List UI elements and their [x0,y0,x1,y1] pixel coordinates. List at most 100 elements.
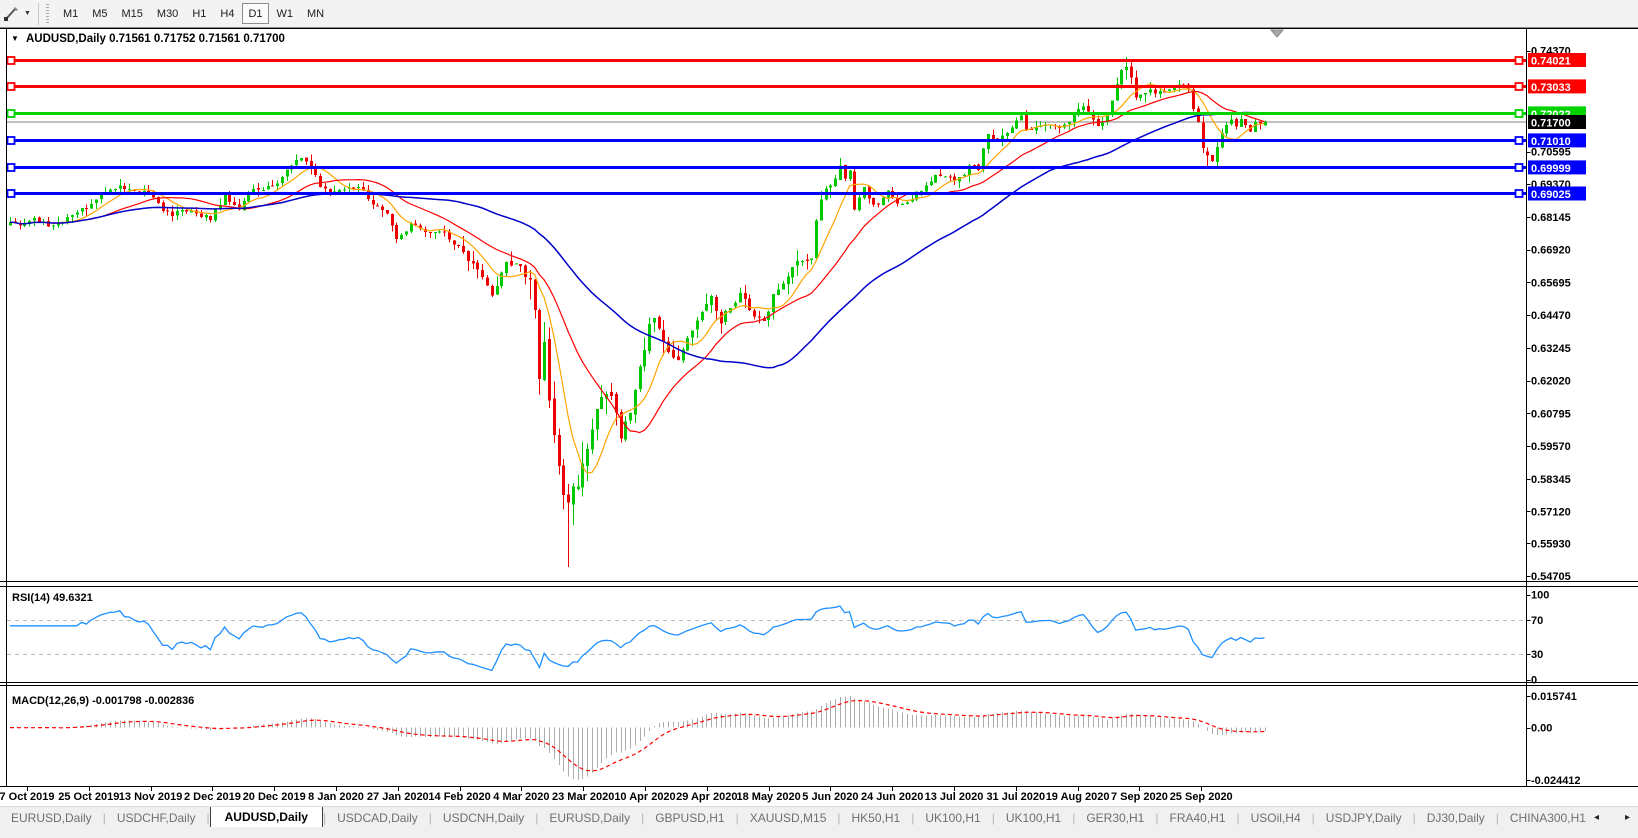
chart-tab-usdcnh-daily[interactable]: USDCNH,Daily [442,811,525,825]
chart-tab-xauusd-m15[interactable]: XAUUSD,M15 [749,811,827,825]
status-bar [0,827,1638,838]
price-badge [1528,186,1586,201]
chart-tab-usdcad-daily[interactable]: USDCAD,Daily [337,811,418,825]
chart-tab-ger30-h1[interactable]: GER30,H1 [1086,811,1145,825]
timeframe-button-m5[interactable]: M5 [86,3,113,24]
level-line-handle[interactable] [6,109,16,118]
tab-divider: | [735,811,739,825]
level-line-handle[interactable] [1514,136,1524,145]
price-axis-label: 0.64470 [1531,310,1571,322]
chart-tab-uk100-h1[interactable]: UK100,H1 [1005,811,1062,825]
level-line-handle[interactable] [1514,163,1524,172]
timeframe-button-mn[interactable]: MN [301,3,330,24]
rsi-axis-label: 0 [1531,675,1537,687]
price-axis-label: 0.57120 [1531,507,1571,519]
ma-line-8 [9,83,1265,474]
level-line-handle[interactable] [6,189,16,198]
timeframe-toolbar: ▼ M1 M5 M15 M30 H1 H4 D1 W1 MN [0,0,1638,28]
time-axis-label: 20 Dec 2019 [243,791,306,803]
price-badge-text: 0.71700 [1531,118,1571,130]
time-axis-label: 2 Dec 2019 [184,791,241,803]
time-axis-label: 5 Jun 2020 [802,791,858,803]
right-shift-marker-icon[interactable] [1269,29,1285,38]
chart-tab-usdjpy-daily[interactable]: USDJPY,Daily [1325,811,1402,825]
chart-tab-usoil-h4[interactable]: USOil,H4 [1250,811,1301,825]
chart-tab-eurusd-daily[interactable]: EURUSD,Daily [549,811,631,825]
macd-histogram [20,696,1266,780]
time-axis-label: 19 Aug 2020 [1046,791,1110,803]
timeframe-button-h1[interactable]: H1 [186,3,212,24]
chart-tab-audusd-daily[interactable]: AUDUSD,Daily [209,807,323,827]
chart-tab-usdchf-daily[interactable]: USDCHF,Daily [116,811,196,825]
price-badge-text: 0.74021 [1531,56,1571,68]
candles-layer [9,57,1267,567]
price-axis-label: 0.62020 [1531,376,1571,388]
tab-divider: | [837,811,841,825]
chart-tab-bar: EURUSD,Daily | USDCHF,Daily | AUDUSD,Daily | U… [0,806,1638,827]
price-badge-text: 0.69999 [1531,163,1571,175]
level-line-handle[interactable] [1514,109,1524,118]
time-axis-label: 4 Mar 2020 [493,791,549,803]
price-axis-label: 0.55930 [1531,538,1571,550]
tab-divider: | [206,811,210,825]
tab-scroll-controls: ◂ ▸ [1586,807,1638,827]
macd-axis-label: 0.015741 [1531,691,1577,703]
rsi-axis-label: 100 [1531,590,1549,602]
chart-collapse-icon[interactable]: ▼ [11,34,19,43]
rsi-axis-label: 30 [1531,649,1543,661]
time-axis-label: 14 Feb 2020 [428,791,490,803]
chart-tab-uk100-h1[interactable]: UK100,H1 [925,811,981,825]
timeframe-button-m15[interactable]: M15 [116,3,149,24]
level-line-handle[interactable] [6,82,16,91]
tab-divider: | [991,811,995,825]
price-badge-text: 0.71010 [1531,136,1571,148]
drawing-tool-icon[interactable] [2,5,22,23]
rsi-line [10,605,1265,672]
tab-divider: | [1311,811,1315,825]
time-axis-label: 7 Oct 2019 [0,791,55,803]
level-line-handle[interactable] [1514,82,1524,91]
chart-tab-china300-h1[interactable]: CHINA300,H1 [1509,811,1586,825]
time-axis-label: 18 May 2020 [736,791,800,803]
chart-tab-fra40-h1[interactable]: FRA40,H1 [1169,811,1226,825]
level-line-handle[interactable] [6,163,16,172]
tab-divider: | [1412,811,1416,825]
level-line-handle[interactable] [6,136,16,145]
dropdown-caret-icon[interactable]: ▼ [24,10,31,17]
price-badge [1528,79,1586,94]
price-axis-label: 0.70595 [1531,147,1571,159]
indicator-panes [7,605,1527,780]
tab-scroll-left-icon[interactable]: ◂ [1594,811,1600,823]
chart-tab-dj30-daily[interactable]: DJ30,Daily [1426,811,1485,825]
timeframe-button-w1[interactable]: W1 [271,3,300,24]
chart-tab-gbpusd-h1[interactable]: GBPUSD,H1 [655,811,725,825]
tab-divider: | [911,811,915,825]
tab-divider: | [1155,811,1159,825]
level-line-handle[interactable] [6,56,16,65]
time-axis-label: 13 Jul 2020 [925,791,984,803]
chart-tab-eurusd-daily[interactable]: EURUSD,Daily [11,811,92,825]
level-line-handle[interactable] [1514,189,1524,198]
chart-tab-hk50-h1[interactable]: HK50,H1 [851,811,901,825]
axes: 0.743700.705950.693700.681450.669200.656… [0,28,1638,803]
time-axis-label: 10 Apr 2020 [614,791,675,803]
timeframe-button-m30[interactable]: M30 [151,3,184,24]
tab-divider: | [641,811,645,825]
macd-label: MACD(12,26,9) -0.001798 -0.002836 [12,695,194,707]
timeframe-button-h4[interactable]: H4 [214,3,240,24]
tab-divider: | [102,811,106,825]
chart-title: AUDUSD,Daily 0.71561 0.71752 0.71561 0.7… [26,33,285,45]
price-chart-canvas[interactable]: ▼ AUDUSD,Daily 0.71561 0.71752 0.71561 0… [0,28,1638,806]
price-axis-label: 0.59570 [1531,441,1571,453]
timeframe-button-d1[interactable]: D1 [242,3,269,24]
toolbar-drag-handle[interactable] [44,3,50,24]
price-axis-label: 0.66920 [1531,245,1571,257]
price-badge-text: 0.69025 [1531,189,1571,201]
tab-scroll-right-icon[interactable]: ▸ [1624,811,1630,823]
toolbar-separator [37,2,39,25]
timeframe-button-m1[interactable]: M1 [57,3,84,24]
drawing-tool-group[interactable]: ▼ [0,5,35,23]
level-line-handle[interactable] [1514,56,1524,65]
price-axis-label: 0.60795 [1531,408,1571,420]
